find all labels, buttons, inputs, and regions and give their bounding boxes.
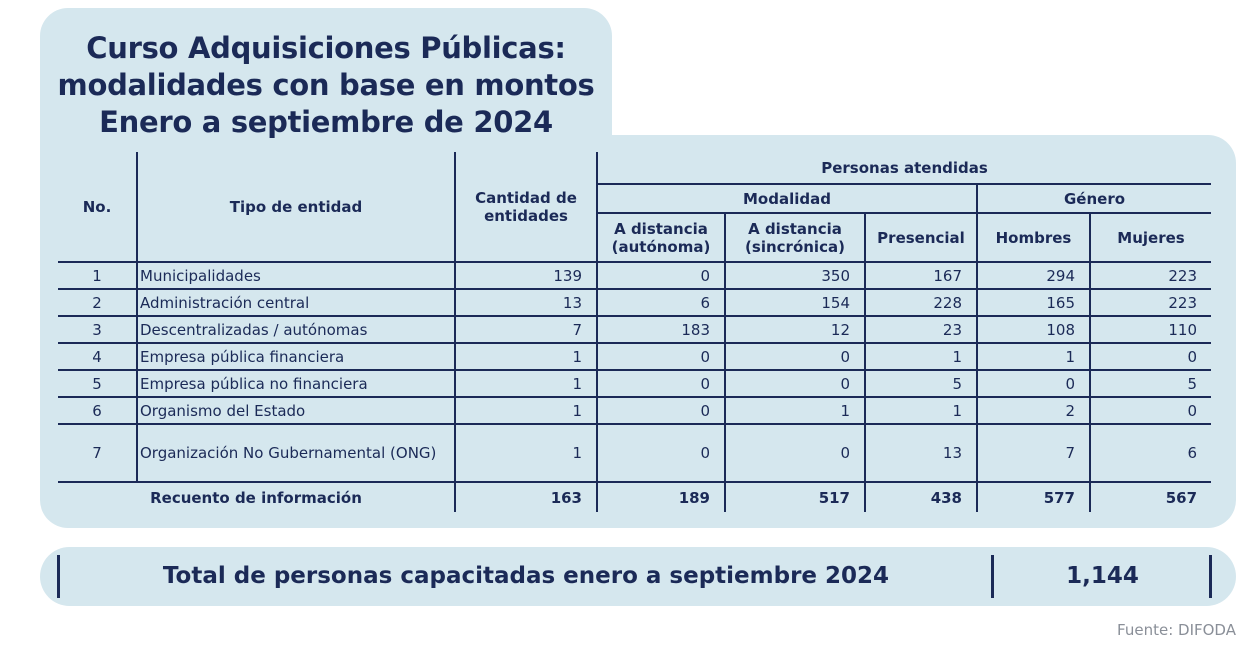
divider [57, 555, 60, 598]
header-personas: Personas atendidas [595, 152, 1212, 185]
total-pres: 438 [864, 481, 978, 512]
cell-tipo: Municipalidades [136, 261, 456, 290]
cell-pres: 1 [864, 396, 978, 425]
cell-tipo: Descentralizadas / autónomas [136, 315, 456, 344]
cell-sinc: 154 [724, 288, 866, 317]
cell-aut: 0 [596, 369, 726, 398]
cell-tipo: Organización No Gubernamental (ONG) [136, 423, 456, 483]
cell-cant: 1 [454, 423, 598, 483]
header-presencial: Presencial [864, 212, 978, 263]
header-modalidad: Modalidad [597, 183, 978, 214]
divider [1209, 555, 1212, 598]
cell-m: 223 [1088, 288, 1212, 317]
data-table: No. Tipo de entidad Cantidad de entidade… [58, 152, 1212, 512]
cell-cant: 1 [454, 396, 598, 425]
cell-h: 0 [976, 369, 1091, 398]
cell-sinc: 350 [724, 261, 866, 290]
cell-tipo: Empresa pública financiera [136, 342, 456, 371]
cell-h: 7 [976, 423, 1091, 483]
total-m: 567 [1088, 481, 1212, 512]
header-sincronica: A distancia (sincrónica) [724, 212, 866, 263]
cell-cant: 7 [454, 315, 598, 344]
header-genero: Género [975, 183, 1212, 214]
cell-pres: 13 [864, 423, 978, 483]
cell-aut: 0 [596, 423, 726, 483]
cell-cant: 1 [454, 342, 598, 371]
cell-no: 3 [58, 315, 138, 344]
cell-pres: 167 [864, 261, 978, 290]
cell-cant: 139 [454, 261, 598, 290]
cell-no: 5 [58, 369, 138, 398]
total-h: 577 [976, 481, 1091, 512]
cell-m: 223 [1088, 261, 1212, 290]
summary-value: 1,144 [1066, 563, 1139, 589]
cell-pres: 23 [864, 315, 978, 344]
total-sinc: 517 [724, 481, 866, 512]
summary-label: Total de personas capacitadas enero a se… [162, 563, 890, 589]
cell-sinc: 0 [724, 423, 866, 483]
cell-no: 4 [58, 342, 138, 371]
cell-h: 108 [976, 315, 1091, 344]
table-row: 3 Descentralizadas / autónomas 7 183 12 23 108… [58, 315, 1212, 344]
cell-h: 165 [976, 288, 1091, 317]
cell-aut: 6 [596, 288, 726, 317]
cell-sinc: 1 [724, 396, 866, 425]
table-row: 6 Organismo del Estado 1 0 1 1 2 0 [58, 396, 1212, 425]
title-line-3: Enero a septiembre de 2024 [99, 105, 553, 139]
divider [991, 555, 994, 598]
cell-m: 0 [1088, 342, 1212, 371]
cell-m: 5 [1088, 369, 1212, 398]
cell-aut: 183 [596, 315, 726, 344]
table-row: 1 Municipalidades 139 0 350 167 294 223 [58, 261, 1212, 290]
cell-no: 7 [58, 423, 138, 483]
cell-h: 294 [976, 261, 1091, 290]
cell-tipo: Empresa pública no financiera [136, 369, 456, 398]
table-row: 4 Empresa pública financiera 1 0 0 1 1 0 [58, 342, 1212, 371]
header-hombres: Hombres [976, 212, 1091, 263]
table-row: 5 Empresa pública no financiera 1 0 0 5 0 5 [58, 369, 1212, 398]
cell-m: 110 [1088, 315, 1212, 344]
cell-h: 1 [976, 342, 1091, 371]
cell-aut: 0 [596, 396, 726, 425]
cell-h: 2 [976, 396, 1091, 425]
header-tipo: Tipo de entidad [136, 152, 456, 263]
cell-cant: 1 [454, 369, 598, 398]
cell-aut: 0 [596, 261, 726, 290]
cell-m: 0 [1088, 396, 1212, 425]
total-label: Recuento de información [58, 481, 456, 512]
header-cantidad: Cantidad de entidades [454, 152, 598, 263]
title-line-1: Curso Adquisiciones Públicas: [86, 31, 566, 65]
cell-sinc: 12 [724, 315, 866, 344]
page-title: Curso Adquisiciones Públicas: modalidade… [40, 30, 612, 141]
summary-bar [40, 547, 1236, 606]
cell-no: 2 [58, 288, 138, 317]
title-line-2: modalidades con base en montos [57, 68, 595, 102]
cell-no: 6 [58, 396, 138, 425]
cell-tipo: Organismo del Estado [136, 396, 456, 425]
cell-pres: 228 [864, 288, 978, 317]
cell-cant: 13 [454, 288, 598, 317]
table-row: 2 Administración central 13 6 154 228 165 223 [58, 288, 1212, 317]
header-no: No. [58, 152, 138, 263]
total-aut: 189 [596, 481, 726, 512]
table-row: 7 Organización No Gubernamental (ONG) 1 0 0 1… [58, 423, 1212, 483]
cell-pres: 5 [864, 369, 978, 398]
header-autonoma: A distancia (autónoma) [597, 212, 726, 263]
cell-sinc: 0 [724, 369, 866, 398]
cell-aut: 0 [596, 342, 726, 371]
cell-sinc: 0 [724, 342, 866, 371]
total-row: Recuento de información 163 189 517 438 577 56… [58, 481, 1212, 512]
cell-no: 1 [58, 261, 138, 290]
cell-pres: 1 [864, 342, 978, 371]
cell-tipo: Administración central [136, 288, 456, 317]
total-cant: 163 [454, 481, 598, 512]
header-mujeres: Mujeres [1088, 212, 1212, 263]
source-note: Fuente: DIFODA [1117, 621, 1236, 639]
cell-m: 6 [1088, 423, 1212, 483]
